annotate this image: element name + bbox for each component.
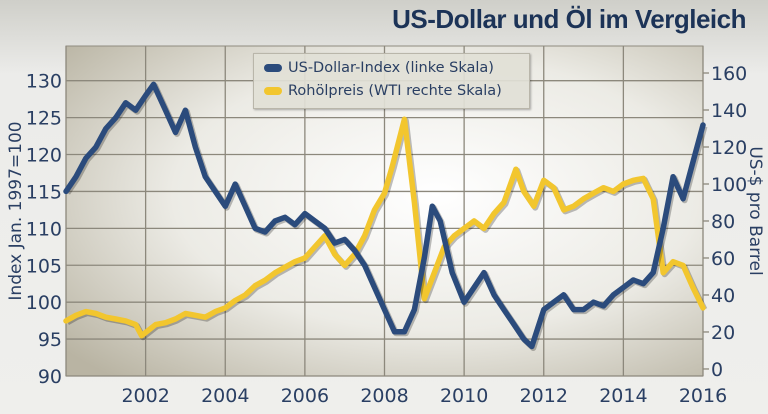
y-tick-right: 160 xyxy=(711,63,747,85)
x-tick: 2012 xyxy=(520,385,568,407)
x-tick: 2004 xyxy=(201,385,249,407)
y-tick-right: 120 xyxy=(711,137,747,159)
series-lines xyxy=(63,81,708,351)
y-tick-left: 90 xyxy=(38,366,62,388)
y-tick-left: 130 xyxy=(26,71,62,93)
tick-labels: 90 95 100 105 110 115 120 125 130 0 20 40 60 80 100 120… xyxy=(26,63,748,407)
legend-swatch-oil xyxy=(264,87,282,95)
legend: US-Dollar-Index (linke Skala) Rohölpreis… xyxy=(253,53,530,109)
y-tick-left: 95 xyxy=(38,329,62,351)
y-tick-right: 100 xyxy=(711,174,747,196)
legend-label-oil: Rohölpreis (WTI rechte Skala) xyxy=(288,83,502,99)
y-tick-left: 100 xyxy=(26,292,62,314)
legend-item-dollar: US-Dollar-Index (linke Skala) xyxy=(264,60,494,76)
legend-label-dollar: US-Dollar-Index (linke Skala) xyxy=(288,60,494,76)
legend-swatch-dollar xyxy=(264,64,282,72)
y-tick-left: 120 xyxy=(26,145,62,167)
y-tick-left: 125 xyxy=(26,108,62,130)
x-tick: 2008 xyxy=(360,385,408,407)
y-tick-left: 115 xyxy=(26,181,62,203)
legend-item-oil: Rohölpreis (WTI rechte Skala) xyxy=(264,83,502,99)
y-tick-right: 60 xyxy=(711,248,735,270)
x-tick: 2006 xyxy=(281,385,329,407)
x-tick: 2002 xyxy=(121,385,169,407)
y-tick-right: 140 xyxy=(711,100,747,122)
chart-title: US-Dollar und Öl im Vergleich xyxy=(392,4,746,34)
x-tick: 2014 xyxy=(599,385,647,407)
y-tick-right: 0 xyxy=(711,359,723,381)
x-tick: 2010 xyxy=(440,385,488,407)
y-tick-left: 110 xyxy=(26,218,62,240)
y-tick-left: 105 xyxy=(26,255,62,277)
y-axis-label-left: Index Jan. 1997=100 xyxy=(6,121,26,300)
y-tick-right: 40 xyxy=(711,285,735,307)
y-tick-right: 20 xyxy=(711,322,735,344)
y-tick-right: 80 xyxy=(711,211,735,233)
x-tick: 2016 xyxy=(679,385,727,407)
y-axis-label-right: US-$ pro Barrel xyxy=(745,146,765,275)
